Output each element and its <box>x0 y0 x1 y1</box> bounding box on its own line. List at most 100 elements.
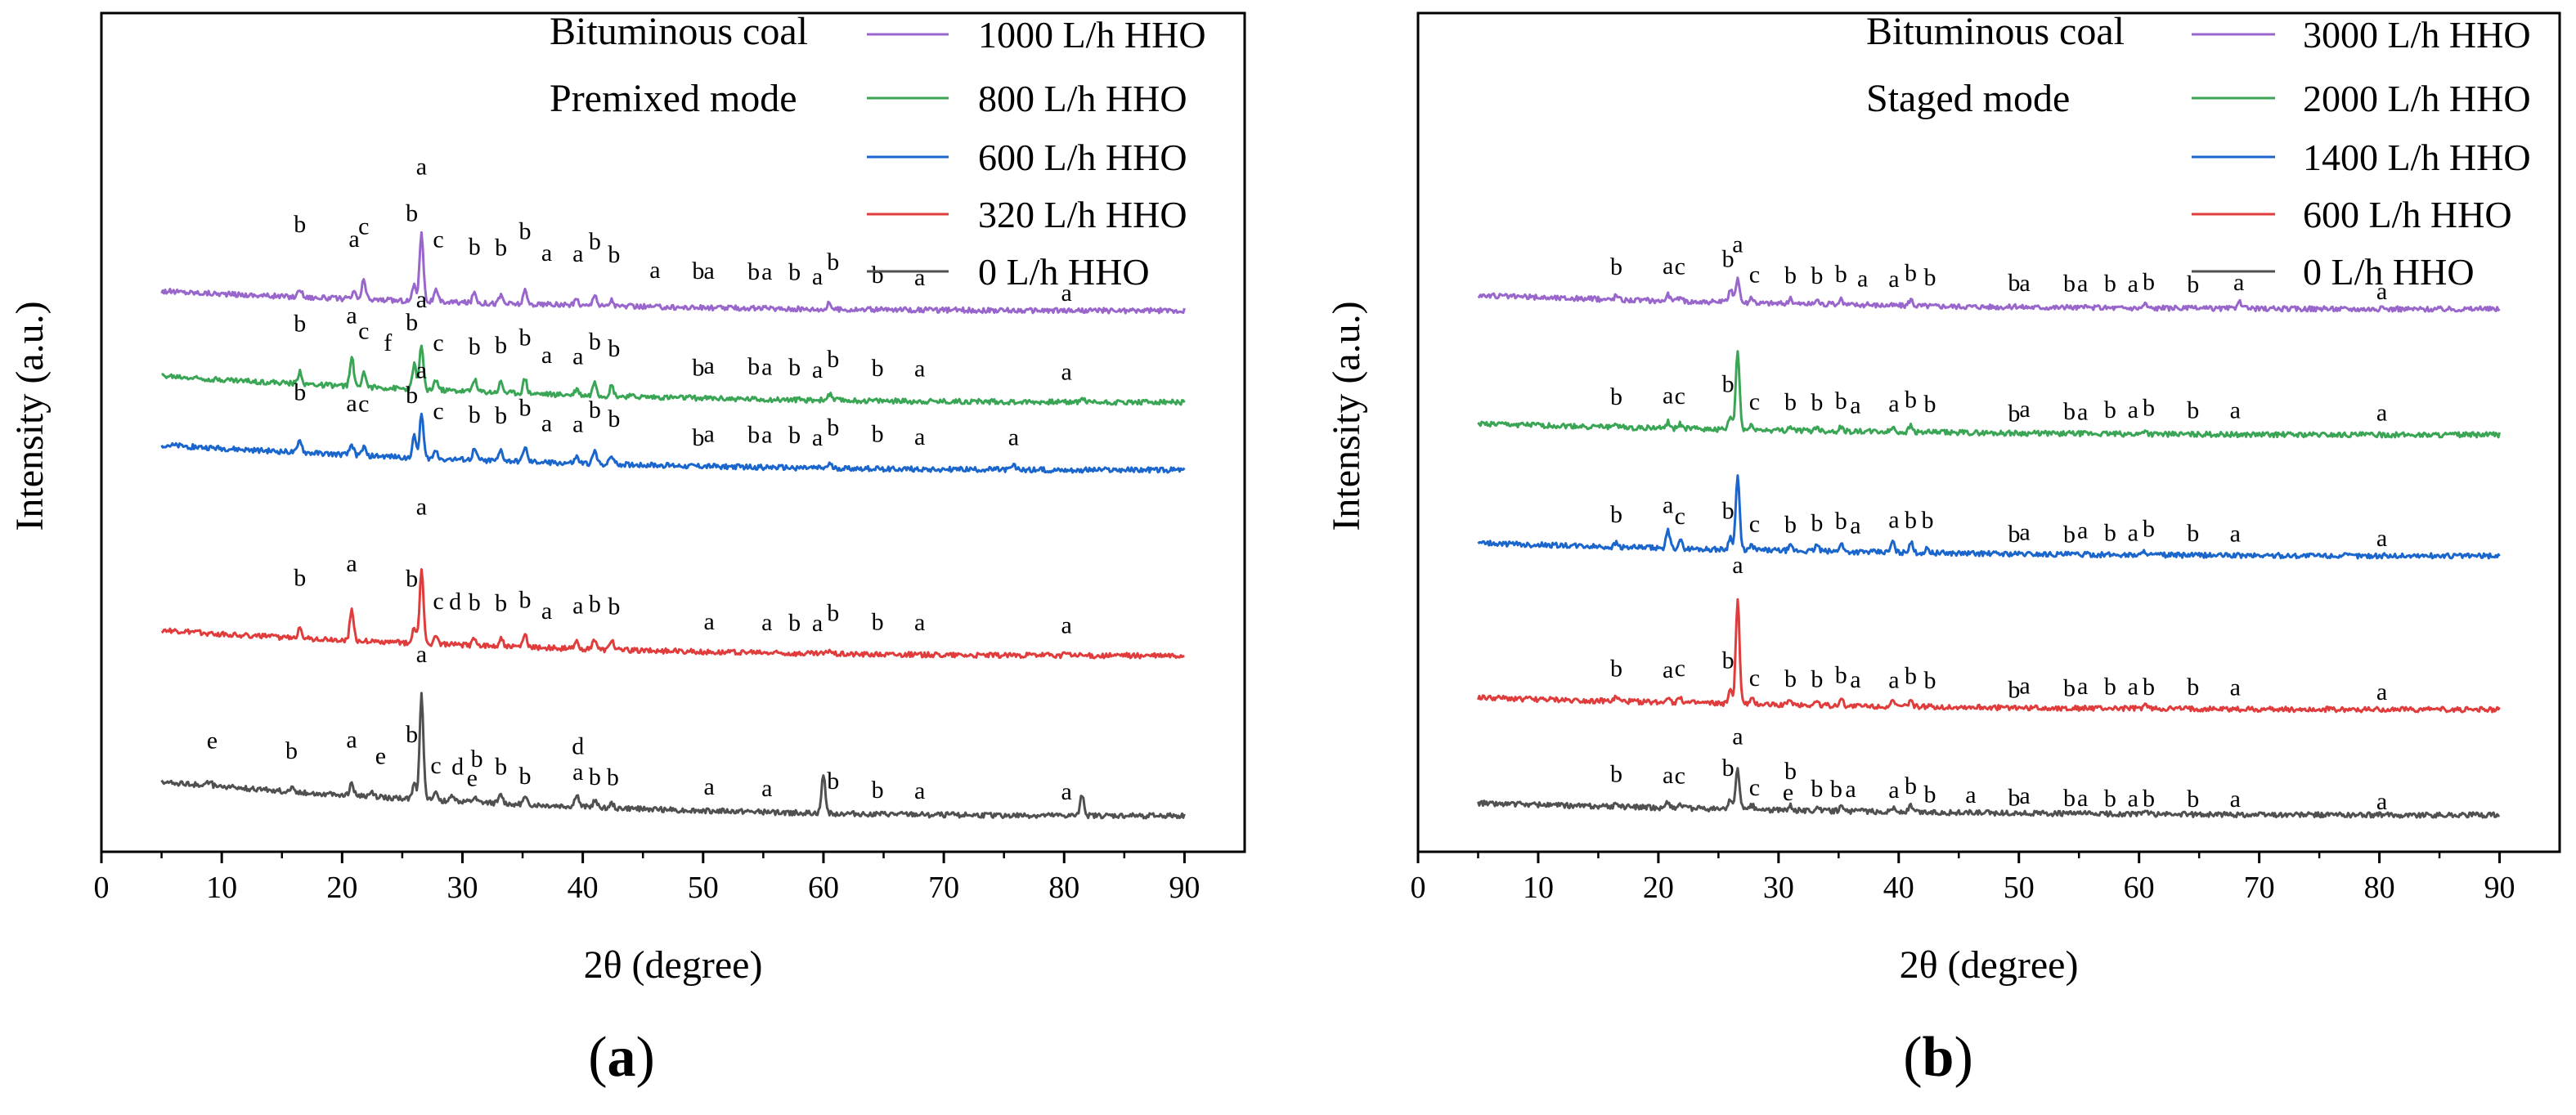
peak-label: a <box>2019 673 2030 700</box>
legend-label: 0 L/h HHO <box>2303 251 2475 293</box>
peak-label: b <box>2143 674 2155 701</box>
peak-label: a <box>2376 525 2387 552</box>
peak-label: b <box>589 763 601 790</box>
peak-label: b <box>872 608 884 635</box>
peak-label: b <box>285 737 298 764</box>
legend-label: 3000 L/h HHO <box>2303 14 2531 56</box>
peak-label: a <box>2376 400 2387 427</box>
x-tick-label: 70 <box>928 871 959 905</box>
peak-label: a <box>346 726 357 753</box>
peak-label: b <box>2143 786 2155 813</box>
peak-label: b <box>1784 665 1797 692</box>
peak-label: a <box>649 257 660 284</box>
peak-label: b <box>406 382 418 409</box>
peak-label: b <box>469 333 481 360</box>
x-tick-label: 40 <box>1883 871 1914 905</box>
peak-label: b <box>495 402 507 429</box>
plot-frame <box>1416 11 2561 853</box>
peak-label: c <box>1749 511 1760 538</box>
peak-label: b <box>1922 507 1934 534</box>
x-tick-label: 80 <box>2364 871 2395 905</box>
peak-label: b <box>2063 270 2076 297</box>
peak-label: c <box>1749 774 1760 801</box>
peak-label: c <box>358 213 369 240</box>
peak-label: b <box>692 424 704 451</box>
peak-label: c <box>430 752 441 779</box>
peak-label: a <box>541 410 552 437</box>
peak-label: a <box>572 759 583 786</box>
peak-label: a <box>914 264 925 291</box>
legend-label: 600 L/h HHO <box>2303 194 2512 235</box>
x-tick-label: 50 <box>2004 871 2035 905</box>
peak-label: a <box>2230 674 2241 701</box>
peak-label: b <box>1722 370 1735 397</box>
peak-label: c <box>1675 253 1685 280</box>
peak-label: b <box>788 258 801 285</box>
mode-annotation: Staged mode <box>1866 77 2070 120</box>
peak-label: b <box>2104 519 2116 546</box>
peak-label: b <box>692 257 704 284</box>
peak-label: c <box>433 588 443 615</box>
series-1000-l-h-hho: bac bac b bba a b ba b a b a b ab b aa <box>160 154 1186 315</box>
y-axis-title: Intensity (a.u.) <box>8 301 52 531</box>
peak-label: a <box>1965 781 1976 808</box>
peak-label: a <box>1663 762 1673 789</box>
peak-label: b <box>406 566 418 593</box>
peak-label: b <box>1610 383 1622 410</box>
peak-label: a <box>1061 611 1072 638</box>
peak-label: b <box>827 768 839 795</box>
peak-label: b <box>2008 784 2020 811</box>
peak-label: b <box>607 764 619 791</box>
peak-label: a <box>541 240 552 266</box>
peak-label: b <box>1835 387 1847 414</box>
panel-a: 0 10 20 30 40 50 60 70 80 90 2θ (degree) Intensity … <box>8 10 1246 1089</box>
panel-label: (a) <box>588 1026 655 1089</box>
peak-label: b <box>1722 246 1735 273</box>
peak-label: b <box>608 405 620 432</box>
peak-label: a <box>2128 520 2138 547</box>
peak-label: b <box>469 589 481 616</box>
peak-label: e <box>467 764 478 791</box>
peak-label: b <box>827 599 839 626</box>
peak-label: b <box>406 199 418 226</box>
peak-label: a <box>572 411 583 438</box>
peak-label: a <box>2233 269 2244 296</box>
peak-label: b <box>872 421 884 448</box>
x-tick-label: 70 <box>2244 871 2275 905</box>
mode-annotation: Premixed mode <box>550 77 797 120</box>
peak-label: a <box>2019 782 2030 809</box>
peak-label: b <box>788 610 801 637</box>
xrd-pattern-line <box>160 692 1186 820</box>
peak-label: b <box>1722 755 1735 781</box>
peak-label: a <box>1845 776 1856 803</box>
peak-label: b <box>495 332 507 359</box>
peak-label: d <box>449 589 461 616</box>
peak-label: a <box>1663 253 1673 280</box>
x-tick-label: 90 <box>1169 871 1200 905</box>
peak-label: e <box>1783 779 1793 806</box>
peak-label: b <box>2104 271 2116 298</box>
peak-label: a <box>2128 785 2138 812</box>
peak-label: b <box>788 354 801 381</box>
peak-label: b <box>1722 647 1735 674</box>
peak-label: c <box>1675 655 1685 682</box>
peak-label: b <box>471 746 483 772</box>
peak-label: a <box>416 641 427 668</box>
xrd-pattern-line <box>160 231 1186 315</box>
peak-label: c <box>358 391 369 418</box>
peak-label: a <box>1857 265 1868 292</box>
peak-label: a <box>1732 723 1743 750</box>
x-tick-label: 10 <box>1523 871 1554 905</box>
peak-label: a <box>541 598 552 625</box>
xrd-pattern-line <box>1477 350 2501 439</box>
peak-label: a <box>2376 788 2387 815</box>
peak-label: b <box>2008 521 2020 548</box>
x-tick-label: 40 <box>568 871 599 905</box>
peak-label: b <box>1923 264 1936 291</box>
peak-label: b <box>1835 508 1847 535</box>
peak-label: a <box>346 390 357 417</box>
peak-label: b <box>1923 667 1936 694</box>
peak-label: b <box>589 329 601 356</box>
peak-label: c <box>1675 762 1685 789</box>
peak-label: a <box>812 610 823 637</box>
